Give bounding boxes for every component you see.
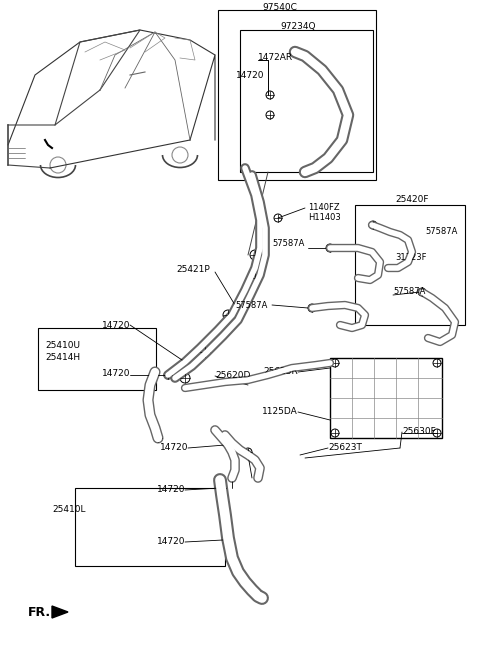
Text: 14720: 14720 bbox=[236, 72, 264, 81]
Text: 1125DA: 1125DA bbox=[262, 408, 298, 417]
Text: 25420F: 25420F bbox=[395, 196, 429, 205]
Text: 14720: 14720 bbox=[101, 320, 130, 329]
Text: 25410U: 25410U bbox=[45, 340, 80, 349]
Bar bbox=[240, 30, 373, 172]
Text: 57587A: 57587A bbox=[236, 300, 268, 309]
Text: 57587A: 57587A bbox=[393, 287, 425, 297]
Text: 57587A: 57587A bbox=[425, 227, 457, 236]
Bar bbox=[355, 205, 465, 325]
Text: 97234Q: 97234Q bbox=[280, 21, 315, 30]
Bar bbox=[75, 488, 225, 566]
Text: H11403: H11403 bbox=[308, 213, 341, 222]
Text: 25620D: 25620D bbox=[215, 371, 251, 379]
Bar bbox=[218, 10, 376, 180]
Text: 97540C: 97540C bbox=[262, 3, 297, 12]
Text: 14720: 14720 bbox=[156, 537, 185, 547]
Text: 1140FZ: 1140FZ bbox=[308, 203, 340, 213]
Text: 25630F: 25630F bbox=[402, 428, 436, 437]
Text: 14720: 14720 bbox=[156, 486, 185, 494]
Text: 1472AR: 1472AR bbox=[258, 54, 293, 63]
Text: 14720: 14720 bbox=[101, 370, 130, 379]
Text: 14720: 14720 bbox=[159, 444, 188, 452]
Text: 57587A: 57587A bbox=[273, 240, 305, 249]
Text: 25414H: 25414H bbox=[45, 353, 80, 362]
Polygon shape bbox=[52, 606, 68, 618]
Text: 25410L: 25410L bbox=[52, 506, 85, 514]
Text: 25421P: 25421P bbox=[176, 266, 210, 275]
Text: 25623R: 25623R bbox=[263, 368, 298, 377]
Bar bbox=[38, 328, 156, 390]
Bar bbox=[330, 358, 442, 438]
Text: FR.: FR. bbox=[28, 605, 51, 618]
Text: 25623T: 25623T bbox=[328, 444, 362, 452]
Text: 31323F: 31323F bbox=[395, 253, 427, 262]
